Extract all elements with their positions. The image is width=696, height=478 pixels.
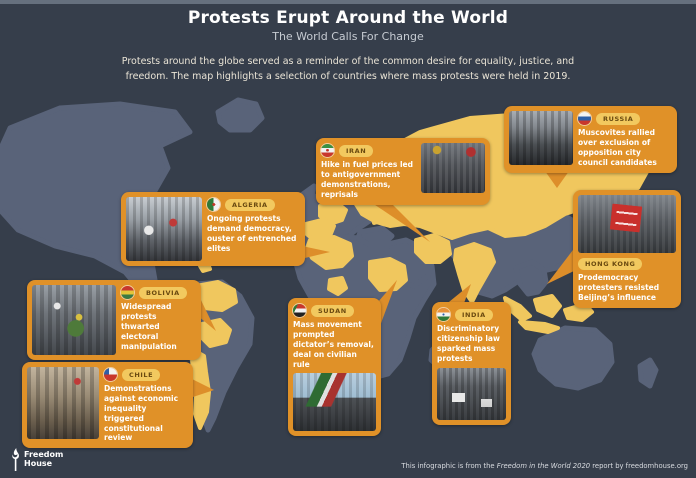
callout-card-bolivia: BOLIVIA Widespread protests thwarted ele… (27, 280, 201, 360)
india-callout-text: Discriminatory citizenship law sparked m… (437, 324, 500, 363)
sudan-highlight (368, 257, 408, 292)
algeria-callout-text: Ongoing protests demand democracy, ouste… (207, 214, 297, 253)
bolivia-card-content: BOLIVIA Widespread protests thwarted ele… (121, 285, 196, 351)
hongkong-free-sign (610, 203, 643, 233)
credit-report-title: Freedom in the World 2020 (496, 462, 591, 470)
chile-card-content: CHILE Demonstrations against economic in… (104, 367, 188, 443)
india-highlight (453, 242, 496, 304)
callout-card-algeria: ALGERIA Ongoing protests demand democrac… (121, 192, 305, 266)
india-protest-photo (437, 367, 506, 420)
balkan-highlight (370, 210, 386, 225)
iran-country-pill: IRAN (339, 144, 374, 157)
bolivia-callout-pointer (198, 294, 216, 331)
credit-line: This infographic is from the Freedom in … (401, 462, 688, 470)
header: Protests Erupt Around the World The Worl… (0, 8, 696, 84)
iran-callout-text: Hike in fuel prices led to antigovernmen… (321, 160, 413, 199)
callout-card-sudan: SUDAN Mass movement prompted dictator’s … (288, 298, 381, 437)
iran-card-content: IRAN Hike in fuel prices led to antigove… (321, 143, 416, 200)
hongkong-callout-pointer (547, 246, 576, 284)
iran-protest-photo (421, 143, 485, 193)
iran-highlight (414, 233, 452, 264)
new-zealand-shape (637, 357, 659, 389)
bolivia-flag-icon (121, 286, 134, 299)
turkey-shape (355, 225, 395, 247)
sudan-country-pill: SUDAN (311, 304, 354, 317)
iran-flag-icon (321, 144, 334, 157)
logo-text: Freedom House (24, 450, 64, 469)
sudan-protest-photo (293, 373, 376, 432)
russia-protest-photo (509, 111, 573, 165)
credit-suffix: report by freedomhouse.org (590, 462, 688, 470)
freedom-house-logo: Freedom House (10, 448, 63, 472)
chile-protest-photo (27, 367, 99, 439)
callout-card-chile: CHILE Demonstrations against economic in… (22, 362, 193, 449)
algeria-country-pill: ALGERIA (225, 198, 275, 211)
chile-callout-text: Demonstrations against economic inequali… (104, 384, 179, 443)
top-border (0, 0, 696, 4)
logo-line1: Freedom (24, 450, 64, 460)
callout-card-hongkong: HONG KONG Prodemocracy protesters resist… (573, 190, 681, 308)
logo-line2: House (24, 459, 53, 468)
bolivia-protest-photo (32, 285, 116, 355)
torch-icon (12, 448, 19, 471)
australia-shape (531, 325, 615, 391)
russia-country-pill: RUSSIA (596, 112, 641, 125)
algeria-protest-photo (126, 197, 202, 261)
sudan-flag-icon (293, 304, 306, 317)
chile-flag-icon (104, 368, 117, 381)
russia-callout-text: Muscovites rallied over exclusion of opp… (578, 128, 657, 167)
india-flag-icon (437, 308, 450, 321)
hongkong-callout-text: Prodemocracy protesters resisted Beijing… (578, 273, 660, 302)
west-africa-highlight (327, 276, 348, 296)
callout-card-iran: IRAN Hike in fuel prices led to antigove… (316, 138, 490, 205)
algeria-flag-icon (207, 198, 220, 211)
sudan-callout-text: Mass movement prompted dictator’s remova… (293, 320, 374, 369)
russia-flag-icon (578, 112, 591, 125)
callout-card-india: INDIA Discriminatory citizenship law spa… (432, 302, 511, 425)
sudan-card-content: SUDAN Mass movement prompted dictator’s … (293, 303, 376, 369)
hongkong-country-pill: HONG KONG (578, 258, 643, 270)
hongkong-card-content: HONG KONG Prodemocracy protesters resist… (578, 257, 676, 303)
callout-card-russia: RUSSIA Muscovites rallied over exclusion… (504, 106, 677, 173)
russia-card-content: RUSSIA Muscovites rallied over exclusion… (578, 111, 672, 168)
chile-callout-pointer (190, 378, 214, 398)
india-country-pill: INDIA (455, 308, 493, 321)
page-description: Protests around the globe served as a re… (121, 56, 575, 82)
page-subtitle: The World Calls For Change (272, 30, 424, 43)
bolivia-country-pill: BOLIVIA (139, 286, 187, 299)
india-card-content: INDIA Discriminatory citizenship law spa… (437, 307, 506, 364)
bolivia-highlight (198, 318, 232, 348)
credit-prefix: This infographic is from the (401, 462, 497, 470)
hongkong-protest-photo (578, 195, 676, 253)
algeria-card-content: ALGERIA Ongoing protests demand democrac… (207, 197, 300, 254)
java-highlight (518, 320, 560, 334)
southeast-asia-shape (513, 259, 549, 297)
page-title: Protests Erupt Around the World (187, 8, 509, 28)
borneo-highlight (533, 294, 562, 318)
bolivia-callout-text: Widespread protests thwarted electoral m… (121, 302, 177, 351)
greenland-shape (215, 97, 265, 133)
india-callout-pointer (444, 284, 471, 306)
sudan-callout-pointer (378, 280, 397, 326)
chile-country-pill: CHILE (122, 368, 161, 381)
